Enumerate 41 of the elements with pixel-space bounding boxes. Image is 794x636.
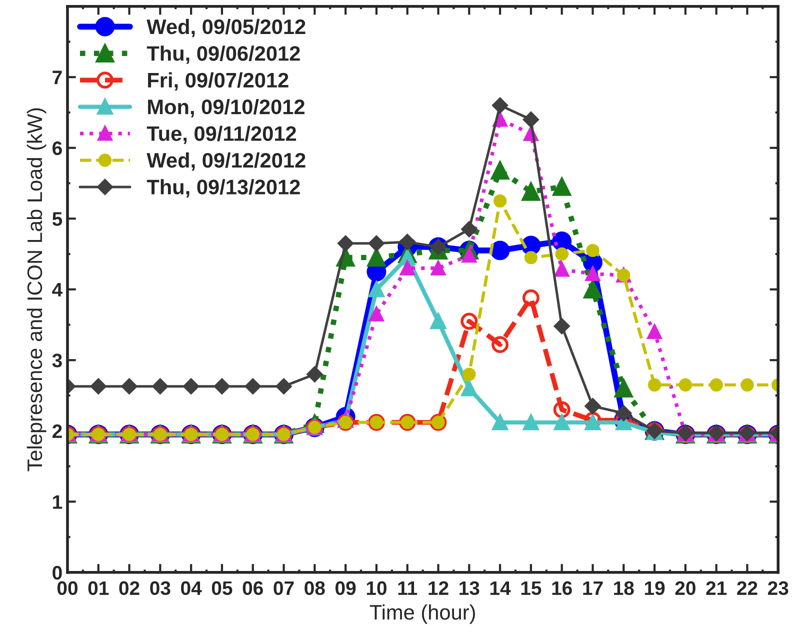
y-tick-label: 6 — [52, 141, 62, 156]
x-tick-label: 11 — [398, 581, 418, 595]
y-axis-title: Telepresence and ICON Lab Load (kW) — [26, 108, 46, 472]
x-tick-label: 02 — [119, 581, 140, 596]
x-tick-label: 04 — [181, 581, 202, 596]
x-tick-label: 12 — [428, 581, 448, 595]
y-tick-label: 7 — [52, 70, 62, 84]
x-tick-label: 22 — [737, 581, 758, 595]
x-tick-label: 00 — [57, 581, 78, 596]
x-tick-label: 14 — [490, 581, 511, 595]
x-tick-label: 09 — [336, 581, 356, 596]
x-tick-label: 19 — [644, 581, 665, 596]
x-tick-label: 03 — [150, 581, 170, 596]
legend-label: Tue, 09/11/2012 — [146, 126, 296, 144]
x-tick-label: 20 — [675, 581, 696, 596]
y-tick-label: 4 — [52, 283, 63, 296]
y-tick-label: 5 — [52, 212, 62, 226]
x-tick-label: 16 — [552, 581, 572, 596]
x-tick-label: 08 — [304, 581, 325, 596]
legend-label: Thu, 09/13/2012 — [146, 179, 300, 198]
x-axis-title: Time (hour) — [370, 604, 475, 624]
legend-label: Thu, 09/06/2012 — [146, 46, 300, 64]
x-tick-label: 10 — [366, 581, 386, 596]
x-tick-label: 05 — [212, 581, 232, 596]
x-tick-label: 15 — [521, 581, 542, 596]
x-tick-label: 01 — [88, 581, 109, 596]
legend-label: Fri, 09/07/2012 — [148, 72, 288, 91]
x-tick-label: 17 — [583, 581, 603, 595]
y-tick-label: 1 — [53, 495, 62, 509]
y-tick-label: 3 — [52, 354, 62, 368]
y-tick-label: 2 — [52, 424, 62, 438]
legend-label: Mon, 09/10/2012 — [148, 98, 304, 118]
x-tick-label: 06 — [242, 581, 263, 596]
legend-label: Wed, 09/12/2012 — [146, 152, 306, 171]
x-tick-label: 23 — [768, 581, 788, 596]
x-tick-label: 21 — [706, 581, 727, 595]
x-tick-label: 13 — [460, 581, 480, 596]
y-tick-label: 0 — [52, 566, 62, 580]
x-tick-label: 18 — [614, 581, 634, 596]
legend-label: Wed, 09/05/2012 — [146, 18, 306, 38]
x-tick-label: 07 — [274, 581, 294, 596]
